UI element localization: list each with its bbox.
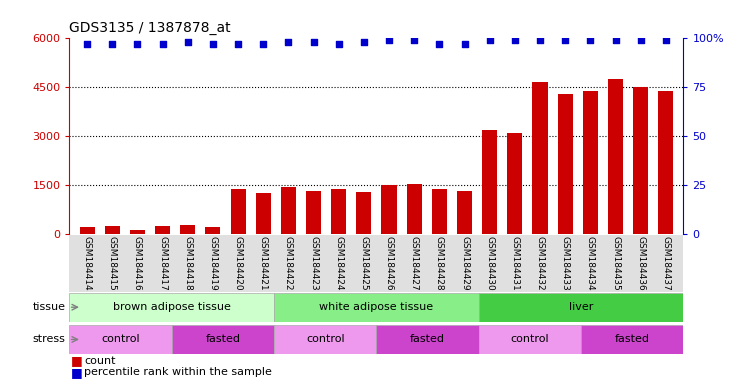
Text: fasted: fasted <box>410 334 445 344</box>
Text: percentile rank within the sample: percentile rank within the sample <box>84 367 272 377</box>
Bar <box>356 192 371 234</box>
Bar <box>479 293 683 322</box>
Text: GSM184436: GSM184436 <box>636 236 645 291</box>
Bar <box>274 293 479 322</box>
Point <box>433 41 445 47</box>
Point <box>610 37 621 43</box>
Bar <box>608 79 623 234</box>
Text: GSM184432: GSM184432 <box>536 236 545 291</box>
Text: GSM184434: GSM184434 <box>586 236 595 291</box>
Bar <box>432 189 447 234</box>
Bar <box>532 83 548 234</box>
Bar <box>130 230 145 234</box>
Text: GSM184416: GSM184416 <box>133 236 142 291</box>
Text: GSM184427: GSM184427 <box>409 236 419 291</box>
Bar <box>331 189 346 234</box>
Bar <box>457 191 472 234</box>
Text: GSM184425: GSM184425 <box>360 236 368 291</box>
Bar <box>230 189 246 234</box>
Point <box>308 39 319 45</box>
Bar <box>382 185 397 234</box>
Text: liver: liver <box>569 302 594 312</box>
Bar <box>80 227 94 234</box>
Bar <box>482 130 497 234</box>
Bar <box>281 187 296 234</box>
Bar <box>479 325 581 354</box>
Text: GSM184423: GSM184423 <box>309 236 318 291</box>
Point <box>660 37 672 43</box>
Point <box>559 37 571 43</box>
Text: GSM184422: GSM184422 <box>284 236 293 291</box>
Text: tissue: tissue <box>33 302 66 312</box>
Bar <box>507 133 523 234</box>
Bar <box>105 227 120 234</box>
Text: GSM184437: GSM184437 <box>662 236 670 291</box>
Text: count: count <box>84 356 115 366</box>
Point <box>635 37 646 43</box>
Point <box>107 41 118 47</box>
Text: stress: stress <box>33 334 66 344</box>
Bar <box>406 184 422 234</box>
Bar <box>172 325 274 354</box>
Point <box>232 41 244 47</box>
Text: ■: ■ <box>71 354 83 367</box>
Point <box>484 37 496 43</box>
Text: GSM184429: GSM184429 <box>460 236 469 291</box>
Text: fasted: fasted <box>615 334 650 344</box>
Text: GSM184415: GSM184415 <box>107 236 117 291</box>
Text: fasted: fasted <box>205 334 240 344</box>
Text: GSM184421: GSM184421 <box>259 236 268 291</box>
Bar <box>633 88 648 234</box>
Point <box>333 41 344 47</box>
Bar <box>69 325 172 354</box>
Bar <box>581 325 683 354</box>
Bar <box>306 191 321 234</box>
Point <box>207 41 219 47</box>
Bar <box>69 293 274 322</box>
Text: GSM184428: GSM184428 <box>435 236 444 291</box>
Bar <box>205 227 221 234</box>
Text: GSM184435: GSM184435 <box>611 236 620 291</box>
Bar <box>558 94 573 234</box>
Point <box>132 41 143 47</box>
Bar <box>155 227 170 234</box>
Text: GSM184424: GSM184424 <box>334 236 344 291</box>
Bar <box>583 91 598 234</box>
Text: GSM184414: GSM184414 <box>83 236 91 291</box>
Text: GSM184417: GSM184417 <box>158 236 167 291</box>
Text: control: control <box>102 334 140 344</box>
Text: control: control <box>306 334 344 344</box>
Text: brown adipose tissue: brown adipose tissue <box>113 302 231 312</box>
Bar <box>180 225 195 234</box>
Point <box>358 39 370 45</box>
Text: ■: ■ <box>71 366 83 379</box>
Point <box>257 41 269 47</box>
Bar <box>659 91 673 234</box>
Text: GSM184418: GSM184418 <box>183 236 192 291</box>
Point <box>283 39 295 45</box>
Text: GDS3135 / 1387878_at: GDS3135 / 1387878_at <box>69 21 231 35</box>
Point <box>156 41 168 47</box>
Text: GSM184431: GSM184431 <box>510 236 520 291</box>
Bar <box>376 325 479 354</box>
Text: GSM184419: GSM184419 <box>208 236 217 291</box>
Point <box>409 37 420 43</box>
Bar <box>256 193 270 234</box>
Text: GSM184430: GSM184430 <box>485 236 494 291</box>
Text: GSM184420: GSM184420 <box>233 236 243 291</box>
Point <box>81 41 93 47</box>
Bar <box>274 325 376 354</box>
Point <box>509 37 520 43</box>
Point <box>534 37 546 43</box>
Text: GSM184426: GSM184426 <box>385 236 393 291</box>
Point <box>182 39 194 45</box>
Point <box>458 41 470 47</box>
Point <box>383 37 395 43</box>
Point <box>585 37 596 43</box>
Text: GSM184433: GSM184433 <box>561 236 569 291</box>
Text: white adipose tissue: white adipose tissue <box>319 302 433 312</box>
Text: control: control <box>511 334 549 344</box>
